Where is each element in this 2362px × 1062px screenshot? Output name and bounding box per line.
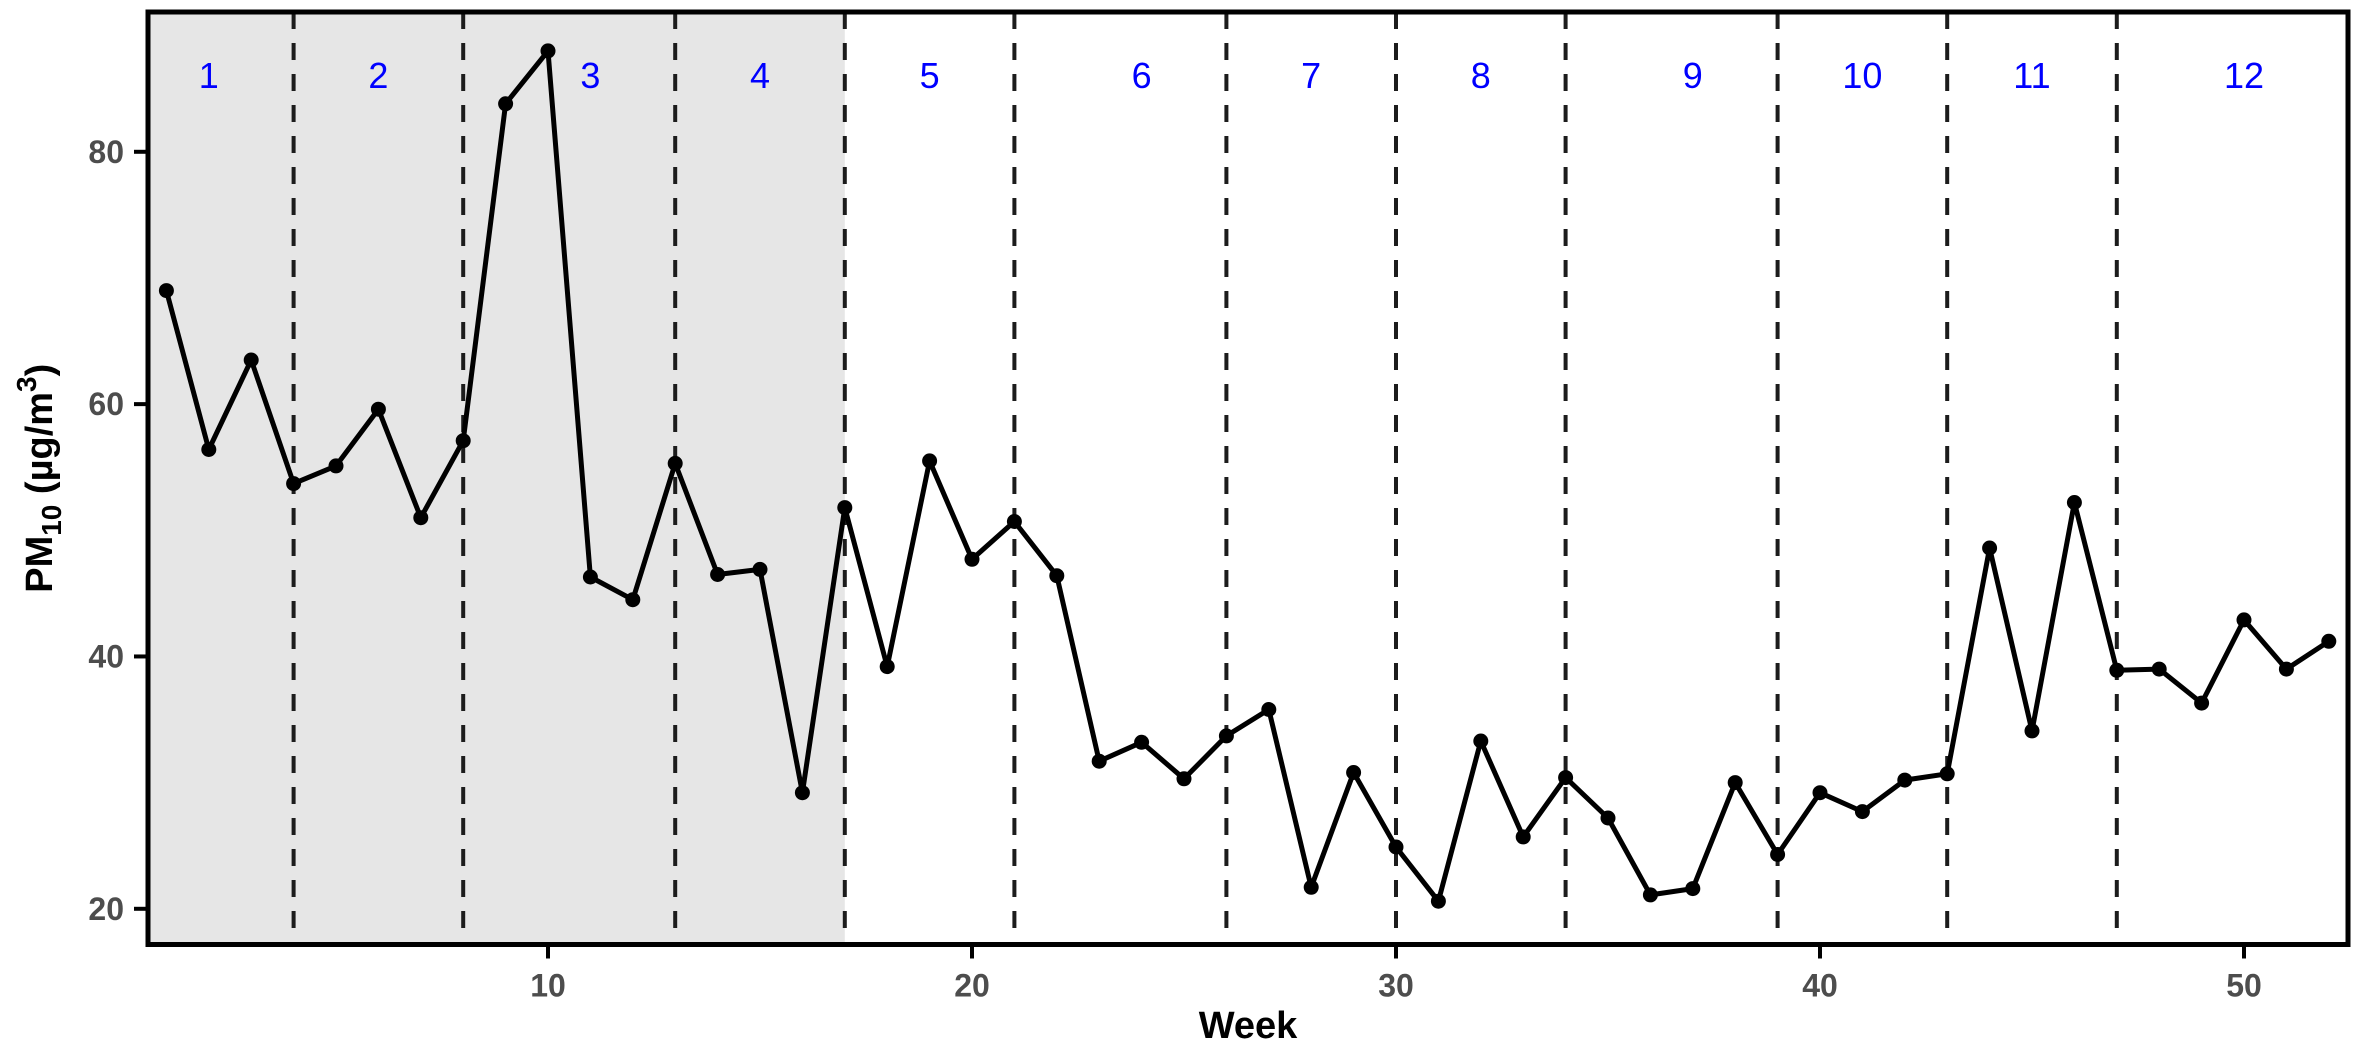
- month-number-label: 12: [2224, 55, 2264, 96]
- y-tick-label: 80: [88, 134, 124, 170]
- month-number-label: 8: [1471, 55, 1491, 96]
- data-point: [625, 592, 641, 608]
- month-number-label: 5: [920, 55, 940, 96]
- data-point: [201, 442, 217, 457]
- data-point: [1600, 810, 1616, 826]
- data-point: [455, 433, 471, 449]
- data-point: [1939, 766, 1955, 782]
- shaded-region: [148, 12, 845, 945]
- data-point: [1642, 887, 1658, 903]
- month-separators: [291, 12, 2119, 945]
- data-point: [1812, 785, 1828, 801]
- pm10-series-line: [163, 48, 2332, 904]
- data-point: [710, 567, 726, 582]
- month-number-labels: 1 2 3 4 5 6 7 8 9 10 11 12: [199, 55, 2264, 96]
- data-point: [328, 458, 344, 474]
- pm10-series-points: [158, 43, 2337, 909]
- x-tick-label: 40: [1802, 968, 1838, 1004]
- data-point: [582, 569, 598, 585]
- y-axis-title: PM10 (µg/m3): [11, 364, 67, 593]
- month-number-label: 7: [1301, 55, 1321, 96]
- data-point: [1261, 702, 1277, 717]
- data-point: [2066, 495, 2082, 510]
- data-point: [1134, 734, 1150, 750]
- data-point: [370, 401, 386, 417]
- panel-border: [145, 9, 2351, 947]
- month-number-label: 6: [1132, 55, 1152, 96]
- data-point: [540, 43, 556, 59]
- y-tick-label: 40: [88, 638, 124, 674]
- x-axis: 10 20 30 40 50: [530, 944, 2262, 1004]
- data-point: [2236, 612, 2252, 628]
- data-point: [243, 352, 259, 368]
- y-tick-label: 20: [88, 891, 124, 927]
- month-number-label: 1: [199, 55, 219, 96]
- data-point: [2151, 661, 2167, 677]
- data-point: [1388, 839, 1404, 855]
- month-number-label: 11: [2013, 55, 2050, 96]
- data-point: [1218, 728, 1234, 744]
- data-point: [1006, 514, 1022, 529]
- data-point: [2194, 695, 2210, 711]
- data-point: [1727, 775, 1743, 791]
- y-tick-label: 60: [88, 386, 124, 422]
- data-point: [922, 453, 938, 469]
- data-point: [837, 500, 853, 516]
- x-tick-label: 20: [954, 968, 990, 1004]
- x-tick-label: 50: [2226, 968, 2262, 1004]
- data-point: [1473, 733, 1489, 749]
- data-point: [1854, 804, 1870, 820]
- y-axis: 20 40 60 80: [88, 134, 148, 927]
- month-number-label: 2: [368, 55, 388, 96]
- data-point: [498, 96, 514, 112]
- x-tick-label: 10: [530, 968, 566, 1004]
- data-point: [1558, 770, 1574, 786]
- x-axis-title: Week: [1199, 1005, 1298, 1047]
- data-point: [752, 561, 768, 577]
- data-point: [1346, 765, 1362, 780]
- data-point: [158, 283, 174, 299]
- data-point: [1897, 772, 1913, 788]
- data-point: [879, 659, 895, 675]
- data-point: [1049, 568, 1065, 584]
- month-number-label: 10: [1842, 55, 1882, 96]
- data-point: [1303, 879, 1319, 895]
- data-point: [1515, 829, 1531, 845]
- data-point: [1982, 540, 1998, 556]
- data-point: [1770, 847, 1786, 862]
- data-point: [2024, 723, 2040, 739]
- data-point: [2109, 662, 2125, 678]
- data-point: [794, 785, 810, 801]
- data-point: [286, 476, 302, 492]
- x-tick-label: 30: [1378, 968, 1414, 1004]
- month-number-label: 4: [750, 55, 770, 96]
- data-point: [413, 510, 429, 526]
- data-point: [1091, 753, 1107, 769]
- data-point: [2278, 661, 2294, 677]
- data-point: [1176, 771, 1192, 787]
- month-number-label: 9: [1683, 55, 1703, 96]
- data-point: [964, 551, 980, 567]
- data-point: [1685, 881, 1701, 897]
- month-number-label: 3: [580, 55, 600, 96]
- data-point: [2321, 633, 2337, 649]
- data-point: [667, 455, 683, 471]
- data-point: [1430, 893, 1446, 909]
